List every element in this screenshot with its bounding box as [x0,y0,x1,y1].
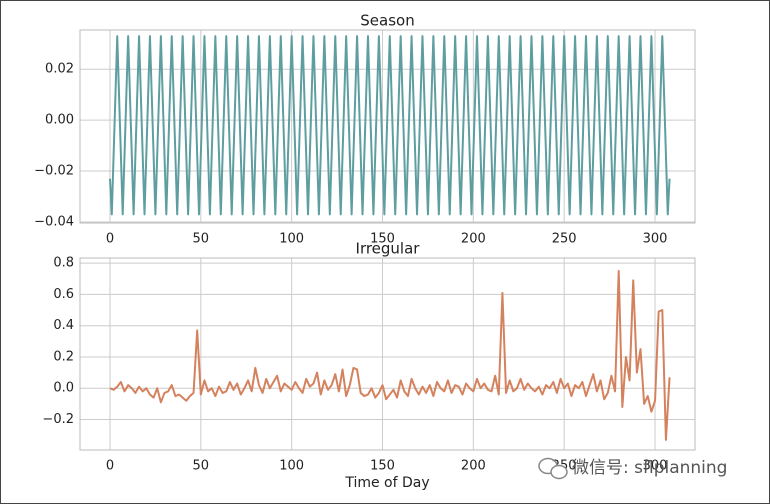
y-tick-label: 0.0 [53,381,74,396]
x-tick-label: 100 [279,459,304,474]
watermark-icon [538,457,568,480]
y-tick-label: 0.00 [45,113,74,128]
axes-frame [79,257,696,451]
y-tick-label: 0.2 [53,349,74,364]
x-tick-label: 150 [370,459,395,474]
x-tick-label: 50 [193,459,210,474]
axes-frame [79,29,696,224]
y-tick-label: −0.2 [42,412,74,427]
y-tick-label: 0.4 [53,318,74,333]
y-tick-label: −0.02 [34,164,74,179]
chart-title: Irregular [356,240,421,258]
x-tick-label: 50 [193,232,210,247]
y-tick-label: −0.04 [34,214,74,229]
y-tick-label: 0.02 [45,62,74,77]
chart-title: Season [360,12,414,30]
x-axis-label: Time of Day [344,475,429,491]
x-tick-label: 0 [106,459,114,474]
x-tick-label: 300 [643,459,668,474]
x-tick-label: 300 [643,232,668,247]
y-tick-label: 0.8 [53,256,74,271]
plot-area [80,258,695,450]
series-line [109,269,671,441]
x-tick-label: 150 [370,232,395,247]
y-tick-label: 0.6 [53,287,74,302]
x-tick-label: 0 [106,232,114,247]
x-tick-label: 200 [461,232,486,247]
x-tick-label: 100 [279,232,304,247]
watermark: 微信号: sflplanning [572,458,727,478]
x-tick-label: 200 [461,459,486,474]
x-tick-label: 250 [552,232,577,247]
series-line [108,35,671,216]
